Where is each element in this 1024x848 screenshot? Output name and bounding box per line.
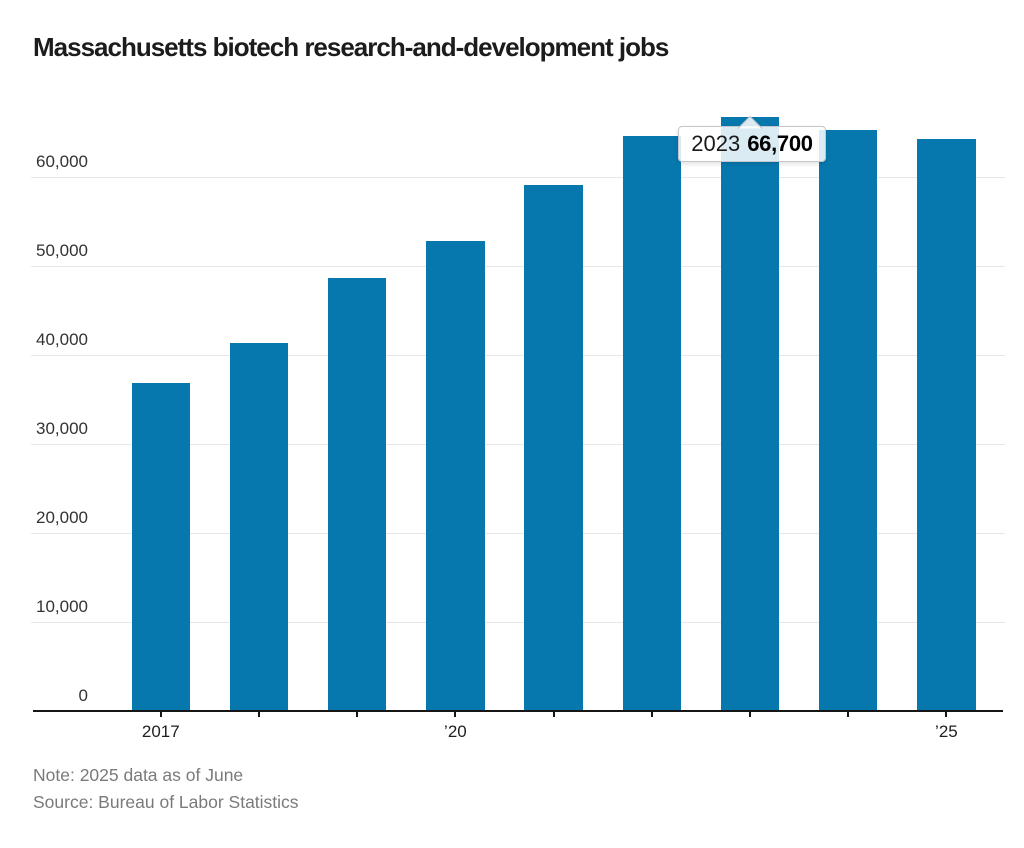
gridline-20000 [31, 532, 1005, 534]
bar-2018[interactable] [229, 342, 289, 711]
bar-2023[interactable] [720, 116, 780, 711]
x-axis-label-8: ’25 [935, 722, 958, 741]
bar-2021[interactable] [524, 184, 583, 711]
note-text: Note: 2025 data as of June [33, 765, 244, 785]
bar-2019[interactable] [327, 277, 387, 711]
x-axis-label-3: ’20 [444, 722, 467, 741]
bar-chart: 0 10,000 20,000 30,000 40,000 50,000 60,000 201… [31, 115, 1005, 741]
x-axis-tick-2024 [847, 711, 850, 717]
bar-2017[interactable] [131, 382, 191, 711]
x-axis-tick-2025 [945, 711, 948, 717]
gridline-60000 [31, 176, 1005, 178]
bar-2022[interactable] [622, 136, 682, 711]
tooltip: 2023 66,700 [678, 115, 826, 162]
tooltip-caret-icon [737, 115, 763, 129]
bar-2025[interactable] [917, 139, 976, 711]
source-text: Source: Bureau of Labor Statistics [33, 792, 299, 812]
x-axis-tick-2022 [650, 711, 653, 717]
y-axis-label-60,000: 60,000 [36, 151, 88, 171]
chart-footnotes: Note: 2025 data as of June Source: Burea… [33, 762, 299, 816]
y-axis-label-20,000: 20,000 [36, 507, 88, 527]
x-axis-tick-2023 [749, 711, 751, 717]
x-axis-tick-2019 [356, 711, 359, 717]
x-axis-tick-2020 [454, 711, 457, 717]
x-axis-tick-2018 [258, 711, 260, 717]
y-axis-label-30,000: 30,000 [36, 418, 88, 438]
x-axis-line [33, 709, 1003, 712]
x-axis-tick-2021 [552, 711, 555, 717]
y-axis-label-10,000: 10,000 [36, 596, 88, 616]
bar-2020[interactable] [426, 241, 485, 711]
chart-title: Massachusetts biotech research-and-devel… [33, 32, 669, 62]
gridline-10000 [31, 621, 1005, 623]
gridline-40000 [31, 354, 1005, 356]
y-axis-label-40,000: 40,000 [36, 329, 88, 349]
tooltip-value: 66,700 [747, 131, 813, 156]
y-axis-label-0: 0 [78, 685, 88, 705]
plot-area: 0 10,000 20,000 30,000 40,000 50,000 60,000 201… [31, 116, 1005, 741]
y-axis-label-50,000: 50,000 [36, 240, 88, 260]
x-axis-tick-2017 [159, 711, 162, 717]
x-axis-label-0: 2017 [141, 722, 180, 741]
gridline-30000 [31, 443, 1005, 445]
gridline-50000 [31, 265, 1005, 267]
bar-2024[interactable] [818, 130, 878, 711]
tooltip-year: 2023 [691, 131, 741, 156]
